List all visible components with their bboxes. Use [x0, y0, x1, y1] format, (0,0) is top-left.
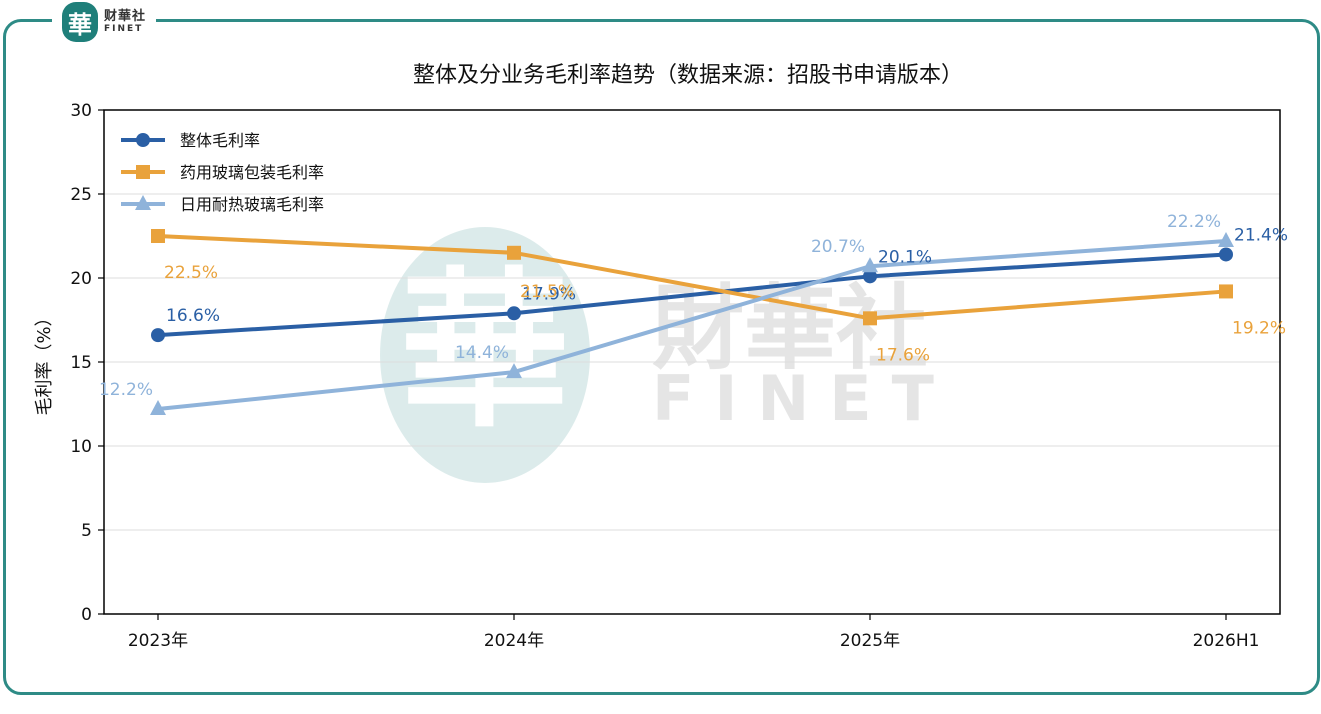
- data-point: [1219, 247, 1233, 262]
- data-label: 22.5%: [164, 263, 218, 283]
- x-tick-label: 2023年: [128, 631, 188, 651]
- y-axis: 0 5 10 15 20 25 30: [70, 101, 104, 625]
- y-tick-label: 5: [81, 521, 92, 541]
- y-tick-label: 25: [70, 185, 92, 205]
- watermark-seal-char: 華: [400, 251, 570, 451]
- grid: [104, 193, 1280, 531]
- legend-marker: [136, 165, 150, 179]
- y-tick-label: 30: [70, 101, 92, 121]
- chart-title: 整体及分业务毛利率趋势（数据来源：招股书申请版本）: [413, 63, 963, 88]
- chart-frame: [3, 19, 1320, 695]
- brand-name-en: FINET: [104, 24, 144, 34]
- data-point: [507, 245, 521, 260]
- y-axis-label: 毛利率（%）: [34, 308, 55, 415]
- x-tick-label: 2025年: [840, 631, 900, 651]
- data-point: [863, 269, 877, 284]
- data-point: [1219, 284, 1233, 299]
- legend-label: 日用耐热玻璃毛利率: [180, 195, 324, 214]
- data-label: 21.4%: [1234, 225, 1288, 245]
- data-label: 17.9%: [522, 284, 576, 304]
- data-labels: 16.6% 17.9% 20.1% 21.4% 22.5% 21.5% 17.6% 19.2%…: [99, 212, 1288, 400]
- data-point: [151, 229, 165, 243]
- data-point: [151, 328, 165, 343]
- data-point: [862, 257, 878, 273]
- series-line: [157, 252, 1227, 338]
- legend-marker: [136, 133, 150, 147]
- x-axis: 2023年 2024年 2025年 2026H1: [128, 614, 1260, 651]
- legend-label: 药用玻璃包装毛利率: [180, 163, 324, 182]
- data-label: 17.6%: [876, 345, 930, 365]
- data-label: 16.6%: [166, 306, 220, 326]
- data-label: 20.1%: [878, 247, 932, 267]
- data-label: 19.2%: [1232, 318, 1286, 338]
- legend-marker: [135, 195, 151, 210]
- data-label: 22.2%: [1167, 212, 1221, 232]
- y-tick-label: 15: [70, 353, 92, 373]
- data-label: 12.2%: [99, 380, 153, 400]
- data-point: [150, 400, 166, 416]
- x-tick-label: 2026H1: [1193, 631, 1260, 651]
- y-tick-label: 10: [70, 437, 92, 457]
- brand-seal-icon: 華: [62, 2, 98, 42]
- series-line: [157, 234, 1227, 321]
- data-point: [506, 363, 522, 379]
- data-label: 21.5%: [520, 282, 574, 302]
- y-tick-label: 0: [81, 605, 92, 625]
- data-label: 14.4%: [455, 343, 509, 363]
- data-point: [863, 311, 877, 326]
- series-group: [150, 229, 1234, 416]
- watermark-en: FINET: [652, 362, 954, 435]
- x-tick-label: 2024年: [484, 631, 544, 651]
- y-tick-label: 20: [70, 269, 92, 289]
- series-line: [157, 239, 1227, 412]
- data-point: [507, 306, 521, 321]
- data-point: [1218, 232, 1234, 248]
- data-label: 20.7%: [811, 237, 865, 257]
- brand-name-cn: 财華社: [104, 9, 147, 24]
- legend-label: 整体毛利率: [180, 131, 260, 150]
- brand-logo: 華 财華社 FINET: [52, 0, 157, 44]
